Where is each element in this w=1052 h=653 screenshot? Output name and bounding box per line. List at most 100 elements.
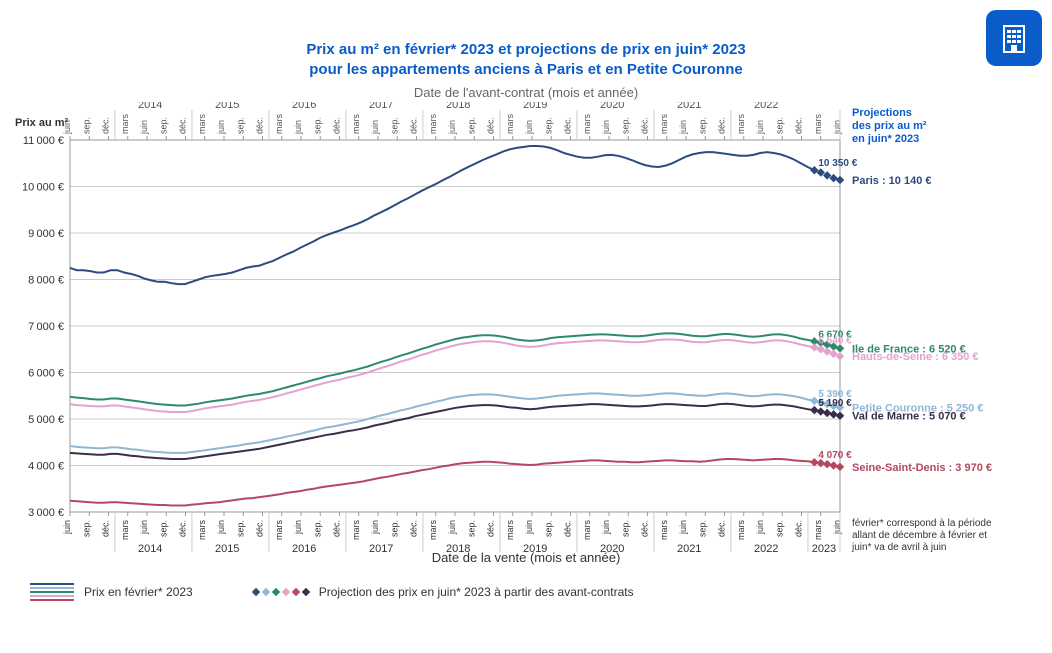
svg-text:déc.: déc. (640, 520, 650, 537)
svg-text:7 000 €: 7 000 € (28, 321, 64, 333)
svg-text:sep.: sep. (620, 116, 630, 133)
svg-text:février* correspond à la pério: février* correspond à la période (852, 518, 992, 529)
svg-text:juin: juin (678, 520, 688, 535)
chart-area: 3 000 €4 000 €5 000 €6 000 €7 000 €8 000… (10, 102, 1042, 552)
svg-text:2022: 2022 (754, 543, 778, 552)
svg-text:déc.: déc. (178, 116, 188, 133)
svg-text:5 190 €: 5 190 € (818, 398, 852, 409)
svg-text:mars: mars (351, 519, 361, 539)
svg-text:juin: juin (755, 119, 765, 134)
svg-text:sep.: sep. (620, 520, 630, 537)
svg-text:mars: mars (428, 113, 438, 133)
svg-text:mars: mars (813, 519, 823, 539)
svg-text:mars: mars (351, 113, 361, 133)
svg-text:5 000 €: 5 000 € (28, 414, 64, 426)
svg-text:sep.: sep. (158, 520, 168, 537)
svg-text:sep.: sep. (312, 520, 322, 537)
svg-text:2018: 2018 (446, 102, 470, 111)
svg-text:sep.: sep. (774, 520, 784, 537)
svg-text:déc.: déc. (563, 520, 573, 537)
svg-text:2023: 2023 (812, 543, 836, 552)
svg-text:Val de Marne : 5 070 €: Val de Marne : 5 070 € (852, 410, 966, 422)
svg-text:sep.: sep. (389, 116, 399, 133)
svg-text:juin: juin (524, 119, 534, 134)
svg-text:Paris : 10 140 €: Paris : 10 140 € (852, 174, 932, 186)
svg-text:déc.: déc. (409, 520, 419, 537)
svg-text:juin: juin (370, 520, 380, 535)
svg-text:sep.: sep. (697, 116, 707, 133)
legend-solid-item: Prix en février* 2023 (30, 583, 193, 601)
svg-text:déc.: déc. (255, 520, 265, 537)
svg-text:sep.: sep. (235, 116, 245, 133)
svg-text:2016: 2016 (292, 543, 316, 552)
legend-proj-item: Projection des prix en juin* 2023 à part… (253, 585, 634, 599)
chart-title: Prix au m² en février* 2023 et projectio… (10, 10, 1042, 81)
svg-text:4 000 €: 4 000 € (28, 460, 64, 472)
svg-text:mars: mars (505, 113, 515, 133)
svg-text:mars: mars (736, 519, 746, 539)
svg-text:juin: juin (62, 119, 72, 134)
svg-text:déc.: déc. (640, 116, 650, 133)
svg-text:Seine-Saint-Denis : 3 970 €: Seine-Saint-Denis : 3 970 € (852, 461, 992, 473)
svg-text:juin: juin (216, 520, 226, 535)
svg-text:juin: juin (293, 119, 303, 134)
svg-text:des prix au m²: des prix au m² (852, 120, 927, 132)
svg-text:2014: 2014 (138, 102, 162, 111)
svg-text:déc.: déc. (409, 116, 419, 133)
svg-text:sep.: sep. (81, 116, 91, 133)
legend-lines-icon (30, 583, 74, 601)
svg-text:déc.: déc. (178, 520, 188, 537)
svg-text:mars: mars (659, 519, 669, 539)
svg-text:8 000 €: 8 000 € (28, 274, 64, 286)
legend-solid-label: Prix en février* 2023 (84, 585, 193, 599)
svg-text:6 540 €: 6 540 € (818, 335, 852, 346)
svg-text:2015: 2015 (215, 102, 239, 111)
svg-text:déc.: déc. (794, 520, 804, 537)
svg-text:juin: juin (447, 520, 457, 535)
svg-text:2015: 2015 (215, 543, 239, 552)
svg-text:déc.: déc. (332, 520, 342, 537)
svg-text:mars: mars (197, 519, 207, 539)
svg-text:sep.: sep. (697, 520, 707, 537)
svg-text:4 070 €: 4 070 € (818, 450, 852, 461)
svg-text:sep.: sep. (774, 116, 784, 133)
top-axis-label: Date de l'avant-contrat (mois et année) (10, 85, 1042, 100)
svg-text:2020: 2020 (600, 543, 624, 552)
svg-text:11 000 €: 11 000 € (23, 135, 64, 147)
svg-text:sep.: sep. (466, 520, 476, 537)
svg-text:déc.: déc. (717, 116, 727, 133)
svg-text:mars: mars (813, 113, 823, 133)
svg-text:juin: juin (293, 520, 303, 535)
svg-text:déc.: déc. (717, 520, 727, 537)
svg-text:2021: 2021 (677, 543, 701, 552)
legend-proj-label: Projection des prix en juin* 2023 à part… (319, 585, 634, 599)
svg-text:mars: mars (659, 113, 669, 133)
svg-text:juin: juin (601, 520, 611, 535)
svg-text:mars: mars (428, 519, 438, 539)
legend: Prix en février* 2023 Projection des pri… (30, 583, 1042, 601)
svg-text:juin: juin (601, 119, 611, 134)
svg-text:sep.: sep. (389, 520, 399, 537)
svg-text:sep.: sep. (543, 520, 553, 537)
svg-text:déc.: déc. (563, 116, 573, 133)
svg-text:allant de décembre à février e: allant de décembre à février et (852, 530, 987, 541)
svg-text:2019: 2019 (523, 102, 547, 111)
svg-text:juin: juin (139, 119, 149, 134)
svg-text:2017: 2017 (369, 102, 393, 111)
title-line-1: Prix au m² en février* 2023 et projectio… (306, 41, 745, 58)
svg-text:déc.: déc. (332, 116, 342, 133)
bottom-axis-label: Date de la vente (mois et année) (10, 550, 1042, 565)
svg-text:déc.: déc. (486, 520, 496, 537)
svg-text:mars: mars (736, 113, 746, 133)
svg-text:Prix au m²: Prix au m² (15, 117, 69, 129)
svg-text:juin* va de avril à juin: juin* va de avril à juin (851, 542, 947, 552)
svg-text:2016: 2016 (292, 102, 316, 111)
svg-text:mars: mars (582, 519, 592, 539)
svg-text:Projections: Projections (852, 107, 912, 119)
svg-text:10 350 €: 10 350 € (818, 158, 857, 169)
svg-text:juin: juin (755, 520, 765, 535)
svg-text:2020: 2020 (600, 102, 624, 111)
svg-text:juin: juin (216, 119, 226, 134)
svg-text:mars: mars (197, 113, 207, 133)
svg-text:juin: juin (139, 520, 149, 535)
